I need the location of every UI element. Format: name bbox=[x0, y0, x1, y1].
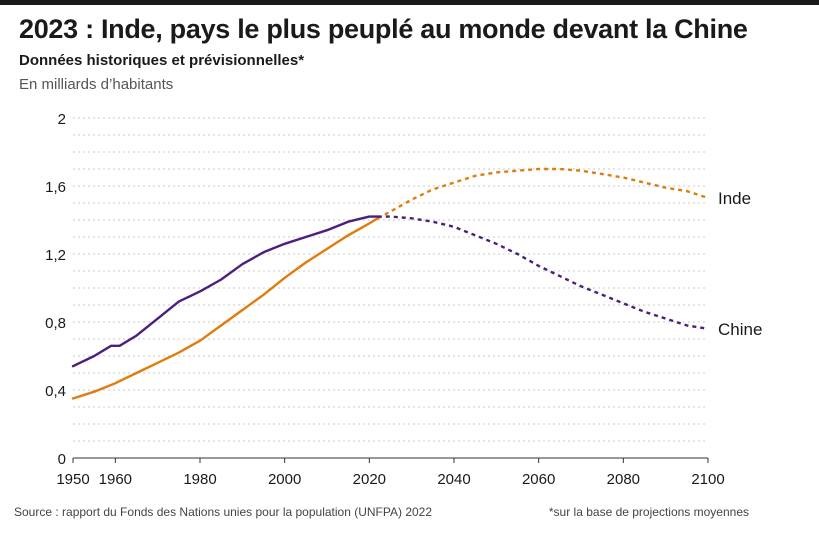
x-tick-label: 2100 bbox=[691, 471, 724, 488]
unit-label: En milliards d’habitants bbox=[19, 76, 174, 93]
x-tick-label: 1980 bbox=[183, 471, 216, 488]
y-tick-label: 1,6 bbox=[45, 179, 66, 196]
x-tick-label: 1950 bbox=[56, 471, 89, 488]
x-tick-label: 2040 bbox=[437, 471, 470, 488]
series-label-chine: Chine bbox=[718, 320, 762, 339]
series-label-inde: Inde bbox=[718, 189, 751, 208]
y-tick-label: 1,2 bbox=[45, 247, 66, 264]
series-line-inde-projection bbox=[377, 167, 709, 220]
line-chart: 0 0,4 0,8 1,2 1,6 2 1950 1960 1980 2000 2020 2040 20… bbox=[45, 111, 762, 488]
series-line-chine-projection bbox=[377, 215, 709, 330]
x-tick-label: 2060 bbox=[522, 471, 555, 488]
source-note: Source : rapport du Fonds des Nations un… bbox=[14, 505, 433, 519]
chart-subtitle: Données historiques et prévisionnelles* bbox=[19, 52, 305, 69]
projection-footnote: *sur la base de projections moyennes bbox=[548, 505, 749, 519]
chart-title: 2023 : Inde, pays le plus peuplé au mond… bbox=[19, 14, 748, 44]
y-tick-label: 0,4 bbox=[45, 383, 66, 400]
x-tick-label: 2000 bbox=[268, 471, 301, 488]
series-line-chine-historical bbox=[71, 215, 379, 368]
y-tick-label: 2 bbox=[58, 111, 66, 128]
x-tick-label: 2080 bbox=[607, 471, 640, 488]
y-tick-label: 0 bbox=[58, 451, 66, 468]
top-rule bbox=[0, 0, 819, 5]
x-tick-label: 2020 bbox=[353, 471, 386, 488]
y-tick-label: 0,8 bbox=[45, 315, 66, 332]
series-line-inde-historical bbox=[71, 217, 379, 400]
x-tick-label: 1960 bbox=[99, 471, 132, 488]
